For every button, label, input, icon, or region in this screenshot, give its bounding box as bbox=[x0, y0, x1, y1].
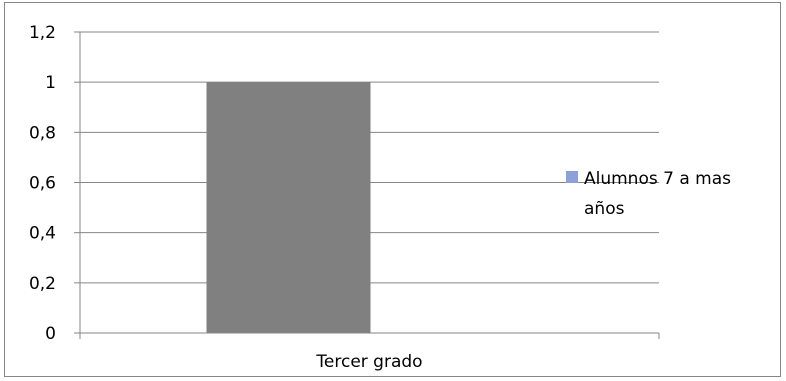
y-tick-label: 1 bbox=[45, 73, 56, 93]
x-axis: Tercer grado bbox=[79, 332, 660, 372]
bars bbox=[206, 82, 371, 334]
legend-swatch bbox=[566, 171, 578, 183]
legend-label: Alumnos 7 a mas bbox=[584, 169, 731, 189]
y-tick-label: 0 bbox=[45, 324, 56, 344]
bar bbox=[206, 82, 371, 334]
legend: Alumnos 7 a mas años bbox=[566, 169, 731, 219]
legend-label: años bbox=[584, 199, 625, 219]
y-tick-label: 0,6 bbox=[29, 174, 56, 194]
y-axis: 0 0,2 0,4 0,6 0,8 1 1,2 bbox=[29, 23, 81, 344]
y-tick-label: 0,8 bbox=[29, 123, 56, 143]
x-tick-label: Tercer grado bbox=[315, 352, 422, 372]
y-tick-label: 0,2 bbox=[29, 274, 56, 294]
y-tick-label: 1,2 bbox=[29, 23, 56, 43]
chart-area bbox=[4, 2, 781, 377]
y-tick-label: 0,4 bbox=[29, 224, 56, 244]
